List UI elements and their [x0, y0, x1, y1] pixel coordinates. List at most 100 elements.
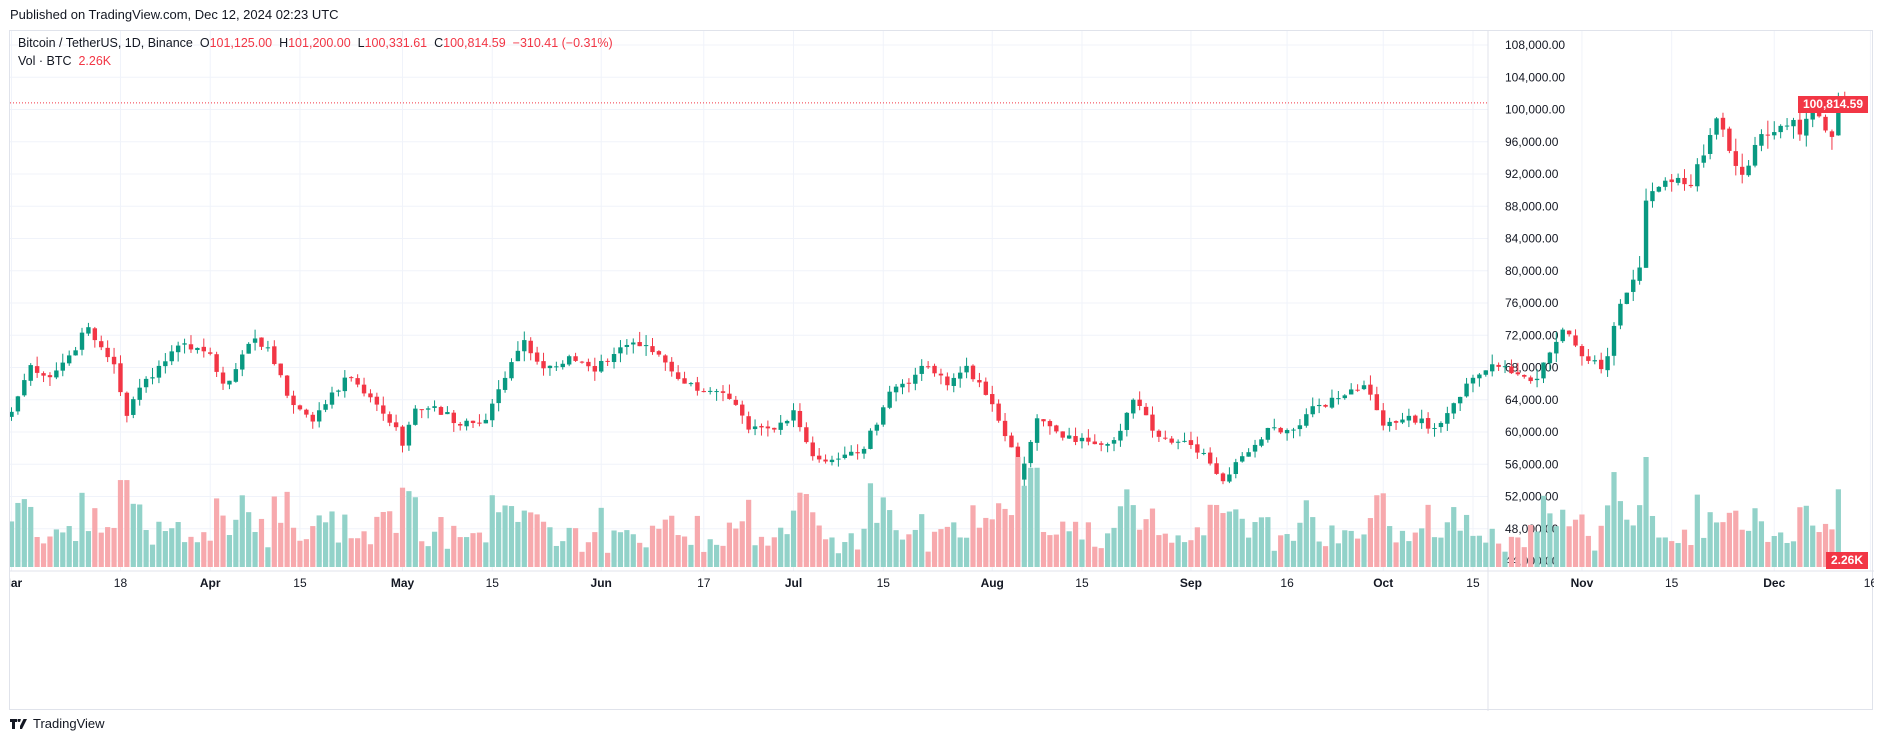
candle-body [1252, 444, 1258, 452]
volume-bar [1175, 535, 1181, 567]
open-value: 101,125.00 [209, 36, 273, 50]
volume-bar [1816, 532, 1822, 567]
volume-bar [983, 517, 989, 567]
published-note: Published on TradingView.com, Dec 12, 20… [10, 7, 339, 22]
volume-value: 2.26K [78, 54, 112, 68]
candle-body [438, 407, 444, 415]
candle-body [1400, 419, 1405, 423]
volume-bar [1553, 526, 1559, 567]
x-tick-label: 16 [1864, 576, 1874, 590]
candle-body [688, 383, 694, 385]
candle-body [849, 451, 854, 456]
volume-bar [938, 529, 944, 567]
candle-body [227, 380, 232, 385]
candle-body [361, 384, 367, 394]
chart-frame[interactable]: 108,000.00 104,000.00 100,000.00 96,000.00 9… [9, 30, 1874, 711]
volume-bar [348, 538, 354, 567]
low-label: L [357, 36, 365, 50]
candle-body [1188, 440, 1194, 445]
candle-body [1002, 420, 1008, 437]
candle-body [1009, 435, 1014, 448]
candle-body [66, 355, 72, 364]
volume-bar [188, 536, 194, 567]
volume-bar [1496, 543, 1502, 567]
candle-body [252, 338, 258, 343]
candle-body [259, 337, 264, 347]
candle-body [1374, 394, 1380, 411]
volume-bar [1399, 530, 1406, 567]
candle-body [1079, 437, 1085, 442]
volume-bar [342, 514, 348, 567]
volume-bar [1585, 535, 1591, 567]
x-tick-label: 15 [1665, 576, 1679, 590]
volume-bar [1252, 522, 1258, 567]
volume-bar [887, 510, 893, 567]
volume-bar [1579, 514, 1585, 567]
candle-body [784, 420, 790, 424]
volume-bar [989, 519, 995, 567]
candle-body [1457, 396, 1463, 404]
candle-body [893, 386, 899, 393]
candle-body [656, 351, 662, 355]
volume-label[interactable]: Vol · BTC [18, 54, 72, 68]
candle-body [1740, 166, 1745, 175]
volume-bar [252, 531, 258, 567]
candle-body [1515, 372, 1521, 375]
volume-bar [861, 528, 867, 567]
candle-body [22, 380, 27, 396]
volume-bar [1329, 525, 1335, 567]
volume-bar [1457, 530, 1463, 567]
y-tick-label: 60,000.00 [1505, 425, 1559, 439]
candle-body [349, 377, 354, 379]
candle-body [477, 422, 482, 424]
tradingview-brand[interactable]: TradingView [33, 716, 105, 731]
volume-bar [367, 544, 374, 567]
volume-bar [406, 491, 412, 567]
volume-bar [105, 527, 111, 567]
candle-body [1047, 421, 1053, 427]
candle-body [381, 405, 386, 414]
volume-bar [758, 536, 765, 567]
candle-body [970, 365, 976, 380]
volume-bar [521, 510, 527, 567]
candle-body [1073, 436, 1078, 442]
volume-bar [976, 527, 983, 567]
candle-body [1727, 128, 1732, 151]
candle-body [1195, 444, 1200, 453]
candle-body [1272, 427, 1277, 429]
candle-body [1509, 366, 1514, 374]
candle-body [1348, 389, 1354, 395]
candle-body [105, 347, 110, 358]
volume-bar [1380, 493, 1386, 567]
volume-bar [1598, 525, 1604, 567]
volume-bar [60, 532, 66, 567]
candle-body [1066, 435, 1072, 439]
volume-bar [335, 542, 342, 567]
volume-bar [297, 540, 303, 567]
volume-bar [502, 505, 508, 567]
volume-bar [464, 537, 470, 567]
volume-bar [765, 545, 771, 567]
candle-body [528, 340, 533, 354]
tradingview-logo-icon[interactable] [10, 718, 28, 729]
volume-bar [1284, 534, 1290, 567]
volume-bar [1374, 495, 1380, 567]
candle-body [1361, 385, 1367, 390]
volume-bar [220, 515, 226, 567]
footer: TradingView [10, 716, 105, 731]
candle-body [1560, 329, 1565, 342]
chart-canvas[interactable]: 108,000.00 104,000.00 100,000.00 96,000.00 9… [10, 31, 1874, 711]
candle-body [470, 420, 476, 423]
symbol-label[interactable]: Bitcoin / TetherUS, 1D, Binance [18, 36, 193, 50]
volume-bar [1207, 504, 1213, 567]
volume-bar [470, 533, 476, 567]
candle-body [1425, 418, 1431, 429]
candle-body [118, 363, 123, 393]
volume-bar [444, 548, 450, 567]
volume-bar [598, 507, 604, 567]
volume-bar [899, 539, 906, 567]
candle-body [1547, 352, 1553, 364]
volume-bar [85, 531, 92, 567]
candle-body [951, 377, 956, 386]
volume-bar [963, 537, 970, 567]
